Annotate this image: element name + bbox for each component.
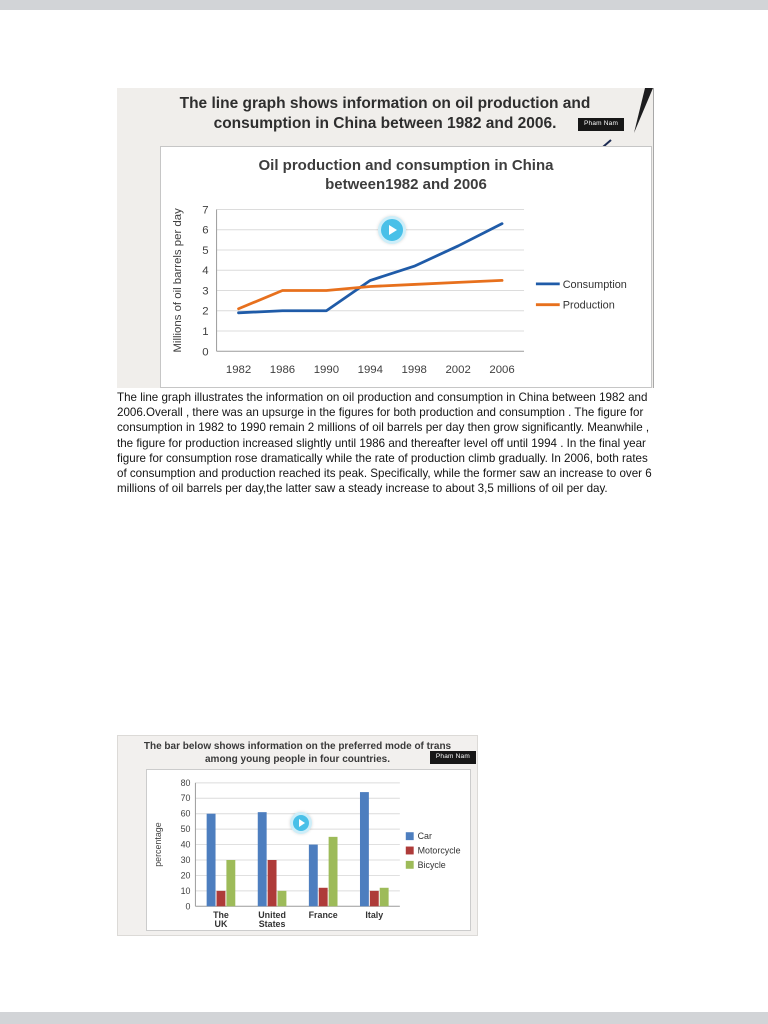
line-figure-prompt-line2: consumption in China between 1982 and 20… bbox=[213, 115, 557, 132]
svg-text:Italy: Italy bbox=[365, 910, 383, 920]
bar-chart-figure: The bar below shows information on the p… bbox=[117, 735, 478, 936]
svg-text:7: 7 bbox=[202, 204, 208, 216]
svg-text:Car: Car bbox=[418, 831, 432, 841]
line-chart-title-line1: Oil production and consumption in China bbox=[258, 157, 554, 174]
svg-text:1998: 1998 bbox=[402, 364, 427, 376]
bar-chart-card: 0 10 20 30 40 50 60 70 80 percentage The UK United St… bbox=[146, 769, 471, 931]
play-icon bbox=[299, 819, 305, 827]
svg-text:2002: 2002 bbox=[445, 364, 470, 376]
svg-text:40: 40 bbox=[181, 840, 191, 850]
svg-text:60: 60 bbox=[181, 809, 191, 819]
svg-text:6: 6 bbox=[202, 225, 208, 237]
svg-text:4: 4 bbox=[202, 265, 208, 277]
svg-text:Production: Production bbox=[563, 300, 615, 312]
watermark-badge: Pham Nam bbox=[429, 751, 476, 764]
svg-text:30: 30 bbox=[181, 855, 191, 865]
svg-text:Motorcycle: Motorcycle bbox=[418, 845, 461, 855]
svg-text:Bicycle: Bicycle bbox=[418, 860, 446, 870]
svg-text:10: 10 bbox=[181, 886, 191, 896]
svg-text:1986: 1986 bbox=[270, 364, 295, 376]
line-chart-figure: The line graph shows information on oil … bbox=[117, 88, 654, 388]
bar-figure-prompt-line1: The bar below shows information on the p… bbox=[143, 741, 452, 752]
svg-text:1: 1 bbox=[202, 326, 208, 338]
watermark-badge: Pham Nam bbox=[578, 118, 625, 131]
svg-text:0: 0 bbox=[186, 901, 191, 911]
play-icon bbox=[389, 225, 397, 235]
svg-text:1994: 1994 bbox=[358, 364, 383, 376]
corner-mark-icon bbox=[634, 88, 653, 133]
svg-text:2006: 2006 bbox=[489, 364, 514, 376]
svg-text:percentage: percentage bbox=[153, 822, 163, 866]
svg-text:0: 0 bbox=[202, 346, 208, 358]
bar-chart-svg: 0 10 20 30 40 50 60 70 80 percentage The UK United St… bbox=[153, 778, 461, 929]
svg-text:Consumption: Consumption bbox=[563, 279, 627, 291]
svg-text:France: France bbox=[309, 910, 338, 920]
svg-text:80: 80 bbox=[181, 778, 191, 788]
svg-text:Millions of oil barrels per da: Millions of oil barrels per day bbox=[172, 208, 184, 353]
svg-text:1982: 1982 bbox=[226, 364, 251, 376]
svg-text:3: 3 bbox=[202, 285, 208, 297]
svg-text:70: 70 bbox=[181, 793, 191, 803]
bar-figure-prompt-line2: among young people in four countries. bbox=[204, 754, 390, 765]
line-figure-prompt-line1: The line graph shows information on oil … bbox=[179, 95, 591, 112]
line-chart-card: Oil production and consumption in China … bbox=[160, 146, 652, 388]
video-play-button[interactable] bbox=[290, 812, 312, 834]
svg-text:5: 5 bbox=[202, 245, 208, 257]
line-chart-svg: 0 1 2 3 4 5 6 7 1982 1986 1990 1994 1998 2002 2006 Mill… bbox=[172, 204, 627, 376]
page-top-edge bbox=[0, 0, 768, 10]
line-chart-title: Oil production and consumption in China … bbox=[161, 156, 651, 194]
video-play-button[interactable] bbox=[378, 216, 406, 244]
essay-paragraph: The line graph illustrates the informati… bbox=[117, 391, 652, 496]
svg-text:50: 50 bbox=[181, 824, 191, 834]
line-chart-title-line2: between1982 and 2006 bbox=[325, 176, 487, 193]
svg-text:2: 2 bbox=[202, 306, 208, 318]
page-bottom-edge bbox=[0, 1012, 768, 1024]
svg-text:1990: 1990 bbox=[314, 364, 339, 376]
svg-text:20: 20 bbox=[181, 870, 191, 880]
